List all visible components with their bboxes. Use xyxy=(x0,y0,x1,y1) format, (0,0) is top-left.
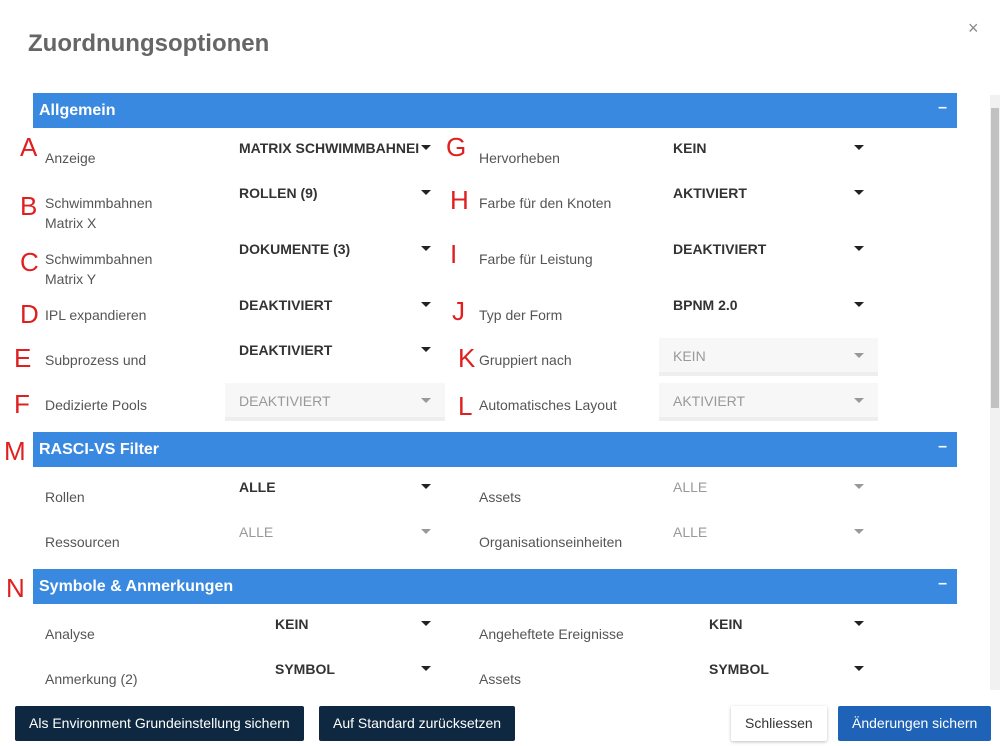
dialog-title: Zuordnungsoptionen xyxy=(28,30,270,57)
chevron-down-icon xyxy=(854,398,864,403)
chevron-down-icon xyxy=(421,529,431,534)
section-title: RASCI-VS Filter xyxy=(39,441,160,458)
field-label: Typ der Form xyxy=(479,307,563,323)
chevron-down-icon xyxy=(421,246,431,251)
select-hervorheben[interactable]: KEIN xyxy=(659,136,878,174)
annotation-letter: B xyxy=(20,191,38,221)
select-subprozess-und[interactable]: DEAKTIVIERT xyxy=(225,338,445,376)
annotation-letter: E xyxy=(14,343,32,373)
section-title: Symbole & Anmerkungen xyxy=(39,578,234,595)
chevron-down-icon xyxy=(854,302,864,307)
chevron-down-icon xyxy=(421,347,431,352)
section-header-0[interactable]: Allgemein – xyxy=(33,93,957,128)
field-label: Assets xyxy=(479,489,522,505)
select-anzeige[interactable]: MATRIX SCHWIMMBAHNEI xyxy=(225,136,445,174)
reset-default-button[interactable]: Auf Standard zurücksetzen xyxy=(319,706,516,741)
select-assets: ALLE xyxy=(659,475,878,513)
field-label: Farbe für den Knoten xyxy=(479,195,612,211)
chevron-down-icon xyxy=(854,621,864,626)
field-label: Gruppiert nach xyxy=(479,352,572,368)
select-anmerkung-2-[interactable]: SYMBOL xyxy=(261,657,445,695)
scrollbar-thumb[interactable] xyxy=(991,108,999,408)
collapse-icon[interactable]: – xyxy=(938,575,947,592)
chevron-down-icon xyxy=(854,145,864,150)
select-ressourcen: ALLE xyxy=(225,520,445,558)
field-label: Schwimmbahnen Matrix Y xyxy=(45,251,153,287)
chevron-down-icon xyxy=(854,246,864,251)
chevron-down-icon xyxy=(421,302,431,307)
select-dedizierte-pools: DEAKTIVIERT xyxy=(225,383,445,421)
select-schwimmbahnen[interactable]: ROLLEN (9) xyxy=(225,181,445,219)
chevron-down-icon xyxy=(854,529,864,534)
chevron-down-icon xyxy=(421,190,431,195)
select-automatisches-layout: AKTIVIERT xyxy=(659,383,878,421)
annotation-letter: L xyxy=(458,391,473,421)
chevron-down-icon xyxy=(854,353,864,358)
field-label: Assets xyxy=(479,671,522,687)
chevron-down-icon xyxy=(854,190,864,195)
annotation-letter: F xyxy=(14,389,30,419)
field-label: Analyse xyxy=(45,626,95,642)
annotation-letter: K xyxy=(458,343,476,373)
collapse-icon[interactable]: – xyxy=(938,438,947,455)
field-label: Anzeige xyxy=(45,150,96,166)
chevron-down-icon xyxy=(421,145,431,150)
select-rollen[interactable]: ALLE xyxy=(225,475,445,513)
save-environment-default-button[interactable]: Als Environment Grundeinstellung sichern xyxy=(15,706,304,741)
field-label: Anmerkung (2) xyxy=(45,671,138,687)
annotation-letter: C xyxy=(20,247,39,277)
field-label: Farbe für Leistung xyxy=(479,251,593,267)
annotation-letter: M xyxy=(4,436,26,466)
collapse-icon[interactable]: – xyxy=(938,99,947,116)
chevron-down-icon xyxy=(421,666,431,671)
chevron-down-icon xyxy=(421,484,431,489)
section-title: Allgemein xyxy=(39,102,116,119)
annotation-letter: N xyxy=(6,573,25,603)
field-label: Dedizierte Pools xyxy=(45,397,147,413)
section-header-2[interactable]: Symbole & Anmerkungen – xyxy=(33,569,957,604)
field-label: IPL expandieren xyxy=(45,307,147,323)
field-label: Organisationseinheiten xyxy=(479,534,623,550)
annotation-letter: A xyxy=(20,132,38,162)
annotation-letter: J xyxy=(452,296,465,326)
close-button[interactable]: Schliessen xyxy=(731,706,827,741)
annotation-letter: G xyxy=(446,132,467,162)
section-header-1[interactable]: RASCI-VS Filter – xyxy=(33,432,957,467)
select-schwimmbahnen[interactable]: DOKUMENTE (3) xyxy=(225,237,445,275)
chevron-down-icon xyxy=(421,621,431,626)
field-label: Automatisches Layout xyxy=(479,397,617,413)
select-farbe-f-r-den-knoten[interactable]: AKTIVIERT xyxy=(659,181,878,219)
field-label: Hervorheben xyxy=(479,150,560,166)
annotation-letter: I xyxy=(450,239,458,269)
field-label: Schwimmbahnen Matrix X xyxy=(45,195,153,231)
select-angeheftete-ereignisse[interactable]: KEIN xyxy=(695,612,878,650)
chevron-down-icon xyxy=(854,666,864,671)
field-label: Rollen xyxy=(45,489,85,505)
select-gruppiert-nach: KEIN xyxy=(659,338,878,376)
chevron-down-icon xyxy=(421,398,431,403)
annotation-letter: H xyxy=(450,185,469,215)
select-organisationseinheiten: ALLE xyxy=(659,520,878,558)
save-changes-button[interactable]: Änderungen sichern xyxy=(838,706,992,741)
annotation-letter: D xyxy=(20,299,39,329)
field-label: Subprozess und xyxy=(45,352,147,368)
select-assets[interactable]: SYMBOL xyxy=(695,657,878,695)
field-label: Angeheftete Ereignisse xyxy=(479,626,624,642)
select-farbe-f-r-leistung[interactable]: DEAKTIVIERT xyxy=(659,237,878,275)
chevron-down-icon xyxy=(854,484,864,489)
select-analyse[interactable]: KEIN xyxy=(261,612,445,650)
close-icon[interactable]: × xyxy=(968,18,979,38)
field-label: Ressourcen xyxy=(45,534,120,550)
select-typ-der-form[interactable]: BPNM 2.0 xyxy=(659,293,878,331)
select-ipl-expandieren[interactable]: DEAKTIVIERT xyxy=(225,293,445,331)
